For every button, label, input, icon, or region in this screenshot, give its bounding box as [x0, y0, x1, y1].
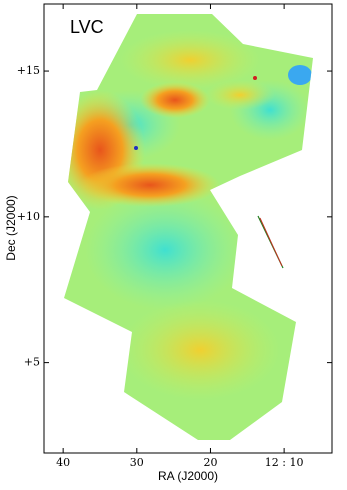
x-tick-label: 30	[130, 456, 144, 469]
x-tick-label: 12 : 10	[265, 456, 304, 469]
survey-map	[64, 14, 313, 440]
y-axis-label: Dec (J2000)	[4, 195, 18, 260]
x-tick-label: 20	[203, 456, 217, 469]
y-tick-label: +15	[17, 64, 40, 77]
arrow	[259, 217, 283, 267]
chart-title: LVC	[70, 17, 104, 37]
x-tick-label: 40	[56, 456, 70, 469]
plot-frame	[43, 3, 333, 454]
x-axis-label: RA (J2000)	[158, 469, 218, 483]
y-tick-label: +5	[24, 356, 40, 369]
y-tick-label: +10	[17, 210, 40, 223]
